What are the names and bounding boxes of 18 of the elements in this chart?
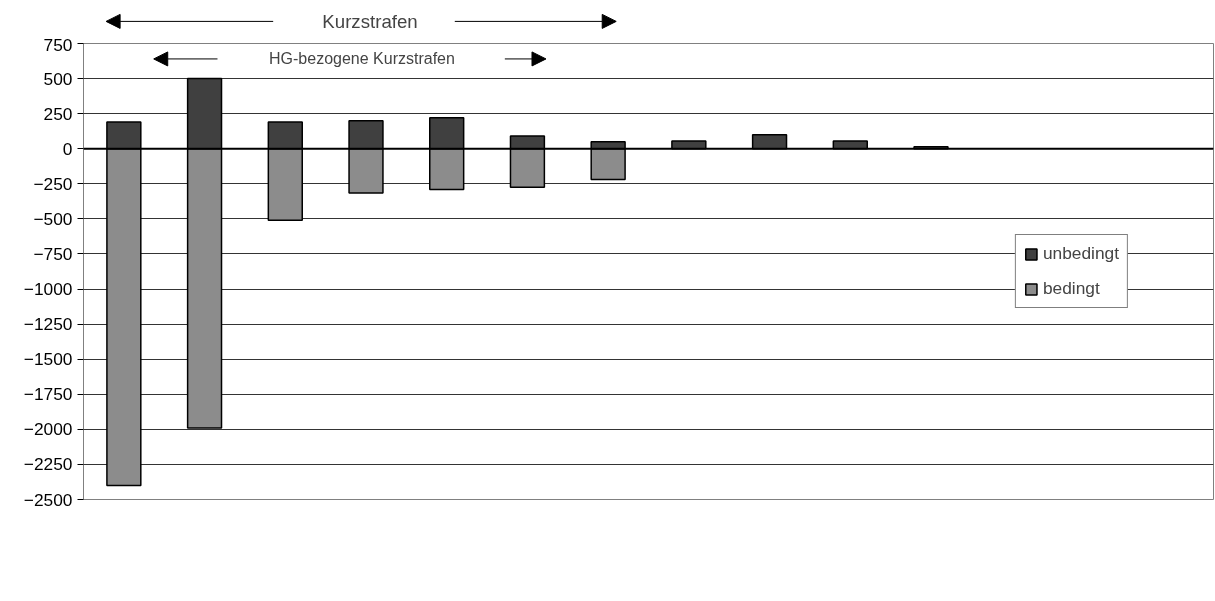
text: Kurzstrafen [322,10,418,32]
y-tick-label: 500 [43,68,73,89]
y-tick-label: 750 [43,34,73,55]
y-tick-label: −2500 [23,489,73,510]
y-tick-label: −1250 [23,314,73,335]
y-tick-label: 0 [62,138,73,159]
legend-label: bedingt [1042,278,1100,299]
y-tick-label: 250 [43,103,73,124]
y-tick-label: −2250 [23,454,73,475]
annotation: HG-bezogene Kurzstrafen [269,50,455,68]
y-tick-label: −1000 [23,279,73,300]
y-tick-label: −2000 [23,419,73,440]
y-tick-label: −1500 [23,349,73,370]
y-tick-label: −250 [33,173,73,194]
y-tick-label: −1750 [23,384,73,405]
y-tick-label: −750 [33,243,73,264]
legend-label: unbedingt [1042,243,1119,264]
y-tick-label: −500 [33,208,73,229]
